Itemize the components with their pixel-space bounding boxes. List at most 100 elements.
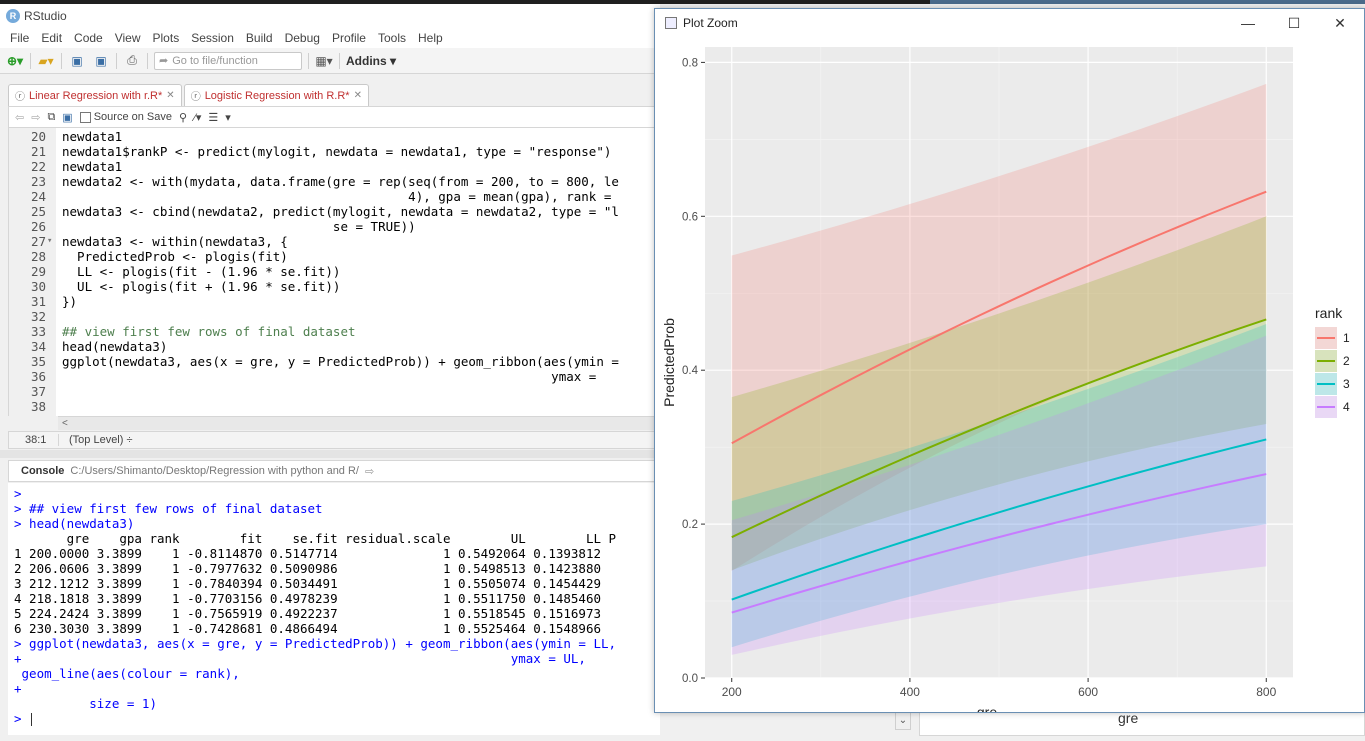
r-file-icon: ⓡ [15,92,25,103]
rstudio-titlebar: R RStudio [0,4,660,28]
legend-label: 4 [1343,400,1350,414]
goto-arrow-icon: ➦ [159,55,169,67]
code-line: 20 newdata1 [9,129,660,144]
fold-toggle-icon[interactable]: ▾ [47,236,53,246]
close-button[interactable]: ✕ [1334,15,1346,31]
code-line: 24 4), gpa = mean(gpa), rank = [9,189,660,204]
line-number: 36 [30,369,46,384]
axes: 200 400 600 800 0.0 0.2 0.4 0.6 0.8 [682,57,1277,699]
console-input-line: > [14,711,33,726]
more-dropdown-icon[interactable]: ▾ [225,111,231,124]
console-output-line: 1 200.0000 3.3899 1 -0.8114870 0.5147714… [14,546,601,561]
confidence-ribbons [731,83,1267,655]
menu-edit[interactable]: Edit [41,31,63,45]
search-icon[interactable]: ⚲ [178,111,188,124]
source-on-save-checkbox[interactable]: Source on Save [79,111,172,123]
toolbar-divider [339,52,340,69]
code-line: 36 ymax = [9,369,660,384]
checkbox-box [79,111,91,123]
document-outline-icon[interactable]: ☰ [208,111,219,124]
back-arrow-icon[interactable]: ⇦ [15,111,25,124]
scroll-left-icon[interactable]: < [62,418,68,429]
console-output-line: 4 218.1818 3.3899 1 -0.7703156 0.4978239… [14,591,601,606]
line-number: 23 [30,174,46,189]
code-line: 33 ## view first few rows of final datase… [9,324,660,339]
code-line: 34 head(newdata3) [9,339,660,354]
menu-debug[interactable]: Debug [284,31,320,45]
ggplot-chart: 200 400 600 800 0.0 0.2 0.4 0.6 0.8 gre Predicte… [661,47,1350,712]
tab-linear-regression[interactable]: ⓡ Linear Regression with r.R* ✕ [8,84,182,106]
goto-file-input[interactable]: ➦ Go to file/function [154,51,302,70]
editor-horizontal-scrollbar[interactable]: < [58,416,660,430]
close-tab-icon[interactable]: ✕ [353,90,362,101]
menu-code[interactable]: Code [74,31,103,45]
menu-tools[interactable]: Tools [377,31,406,45]
code-editor[interactable]: 20 newdata1 21 newdata1$rankP <- predict(my… [8,128,660,416]
pane-splitter[interactable] [0,450,660,458]
maximize-button[interactable]: ☐ [1287,15,1301,31]
code-text: newdata3 <- cbind(newdata2, predict(mylo… [62,204,619,219]
open-folder-icon[interactable]: ▰▾ [38,53,54,68]
line-number: 28 [30,249,46,264]
line-number: 20 [30,129,46,144]
menu-file[interactable]: File [10,31,30,45]
y-tick-label: 0.6 [682,211,698,223]
show-in-window-icon[interactable]: ⧉ [47,110,56,123]
menu-build[interactable]: Build [245,31,273,45]
menu-view[interactable]: View [114,31,141,45]
plot-zoom-titlebar: Plot Zoom [655,9,1364,37]
window-icon [665,17,677,29]
code-line: 35 ggplot(newdata3, aes(x = gre, y = Pred… [9,354,660,369]
menu-plots[interactable]: Plots [152,31,180,45]
menubar: File Edit Code View Plots Session Build … [0,28,660,48]
code-line: 27 ▾ newdata3 <- within(newdata3, { [9,234,660,249]
y-tick-label: 0.8 [682,57,698,69]
ribbon-rank-4 [731,335,1267,655]
menu-profile[interactable]: Profile [331,31,366,45]
console-input-line: > ggplot(newdata3, aes(x = gre, y = Pred… [14,636,617,651]
new-file-icon[interactable]: ⊕▾ [6,53,24,68]
tab-label: Linear Regression with r.R* [29,89,163,102]
console-input-line: + [14,681,22,696]
code-line: 29 LL <- plogis(fit - (1.96 * se.fit)) [9,264,660,279]
scroll-down-icon[interactable]: ⌄ [895,712,911,730]
console-input-line: geom_line(aes(colour = rank), [14,666,240,681]
code-text: 4), gpa = mean(gpa), rank = [62,189,612,204]
save-icon[interactable]: ▣ [71,53,83,68]
close-tab-icon[interactable]: ✕ [166,90,175,101]
console-output[interactable]: > > ## view first few rows of final datas… [8,483,660,735]
legend-label: 2 [1343,354,1350,368]
forward-arrow-icon[interactable]: ⇨ [31,111,41,124]
code-text: newdata1 [62,129,123,144]
line-rank-2 [731,318,1267,539]
line-number: 22 [30,159,46,174]
toolbar-divider [308,52,309,69]
code-text: newdata1$rankP <- predict(mylogit, newda… [62,144,612,159]
save-icon[interactable]: ▣ [62,111,73,124]
x-tick-label: 400 [900,685,920,699]
minimize-button[interactable]: — [1241,15,1255,31]
go-to-directory-icon[interactable]: ⇨ [364,465,375,478]
main-toolbar: ⊕▾ ▰▾ ▣ ▣ ⎙ ➦ Go to file/function ▦▾ Add… [0,48,660,74]
code-text: }) [62,294,78,309]
line-number: 29 [30,264,46,279]
code-line: 23 newdata2 <- with(mydata, data.frame(gr… [9,174,660,189]
console-output-line: gre gpa rank fit se.fit residual.scale U… [14,531,617,546]
menu-help[interactable]: Help [418,31,443,45]
grid-layout-icon[interactable]: ▦▾ [315,53,333,68]
menu-session[interactable]: Session [191,31,234,45]
code-line: 22 newdata1 [9,159,660,174]
scope-level[interactable]: (Top Level) ÷ [69,434,133,446]
line-number: 21 [30,144,46,159]
addins-menu[interactable]: Addins ▾ [346,53,397,68]
desktop-taskbar-strip [0,0,1365,4]
print-icon[interactable]: ⎙ [127,53,137,67]
code-text: se = TRUE)) [62,219,416,234]
addins-label: Addins [346,53,387,68]
y-tick-label: 0.4 [682,365,699,377]
toolbar-divider [147,52,148,69]
save-all-icon[interactable]: ▣ [95,53,107,68]
tab-logistic-regression[interactable]: ⓡ Logistic Regression with R.R* ✕ [183,84,369,106]
code-line: 25 newdata3 <- cbind(newdata2, predict(my… [9,204,660,219]
magic-wand-icon[interactable]: ⁄▾ [194,111,202,124]
